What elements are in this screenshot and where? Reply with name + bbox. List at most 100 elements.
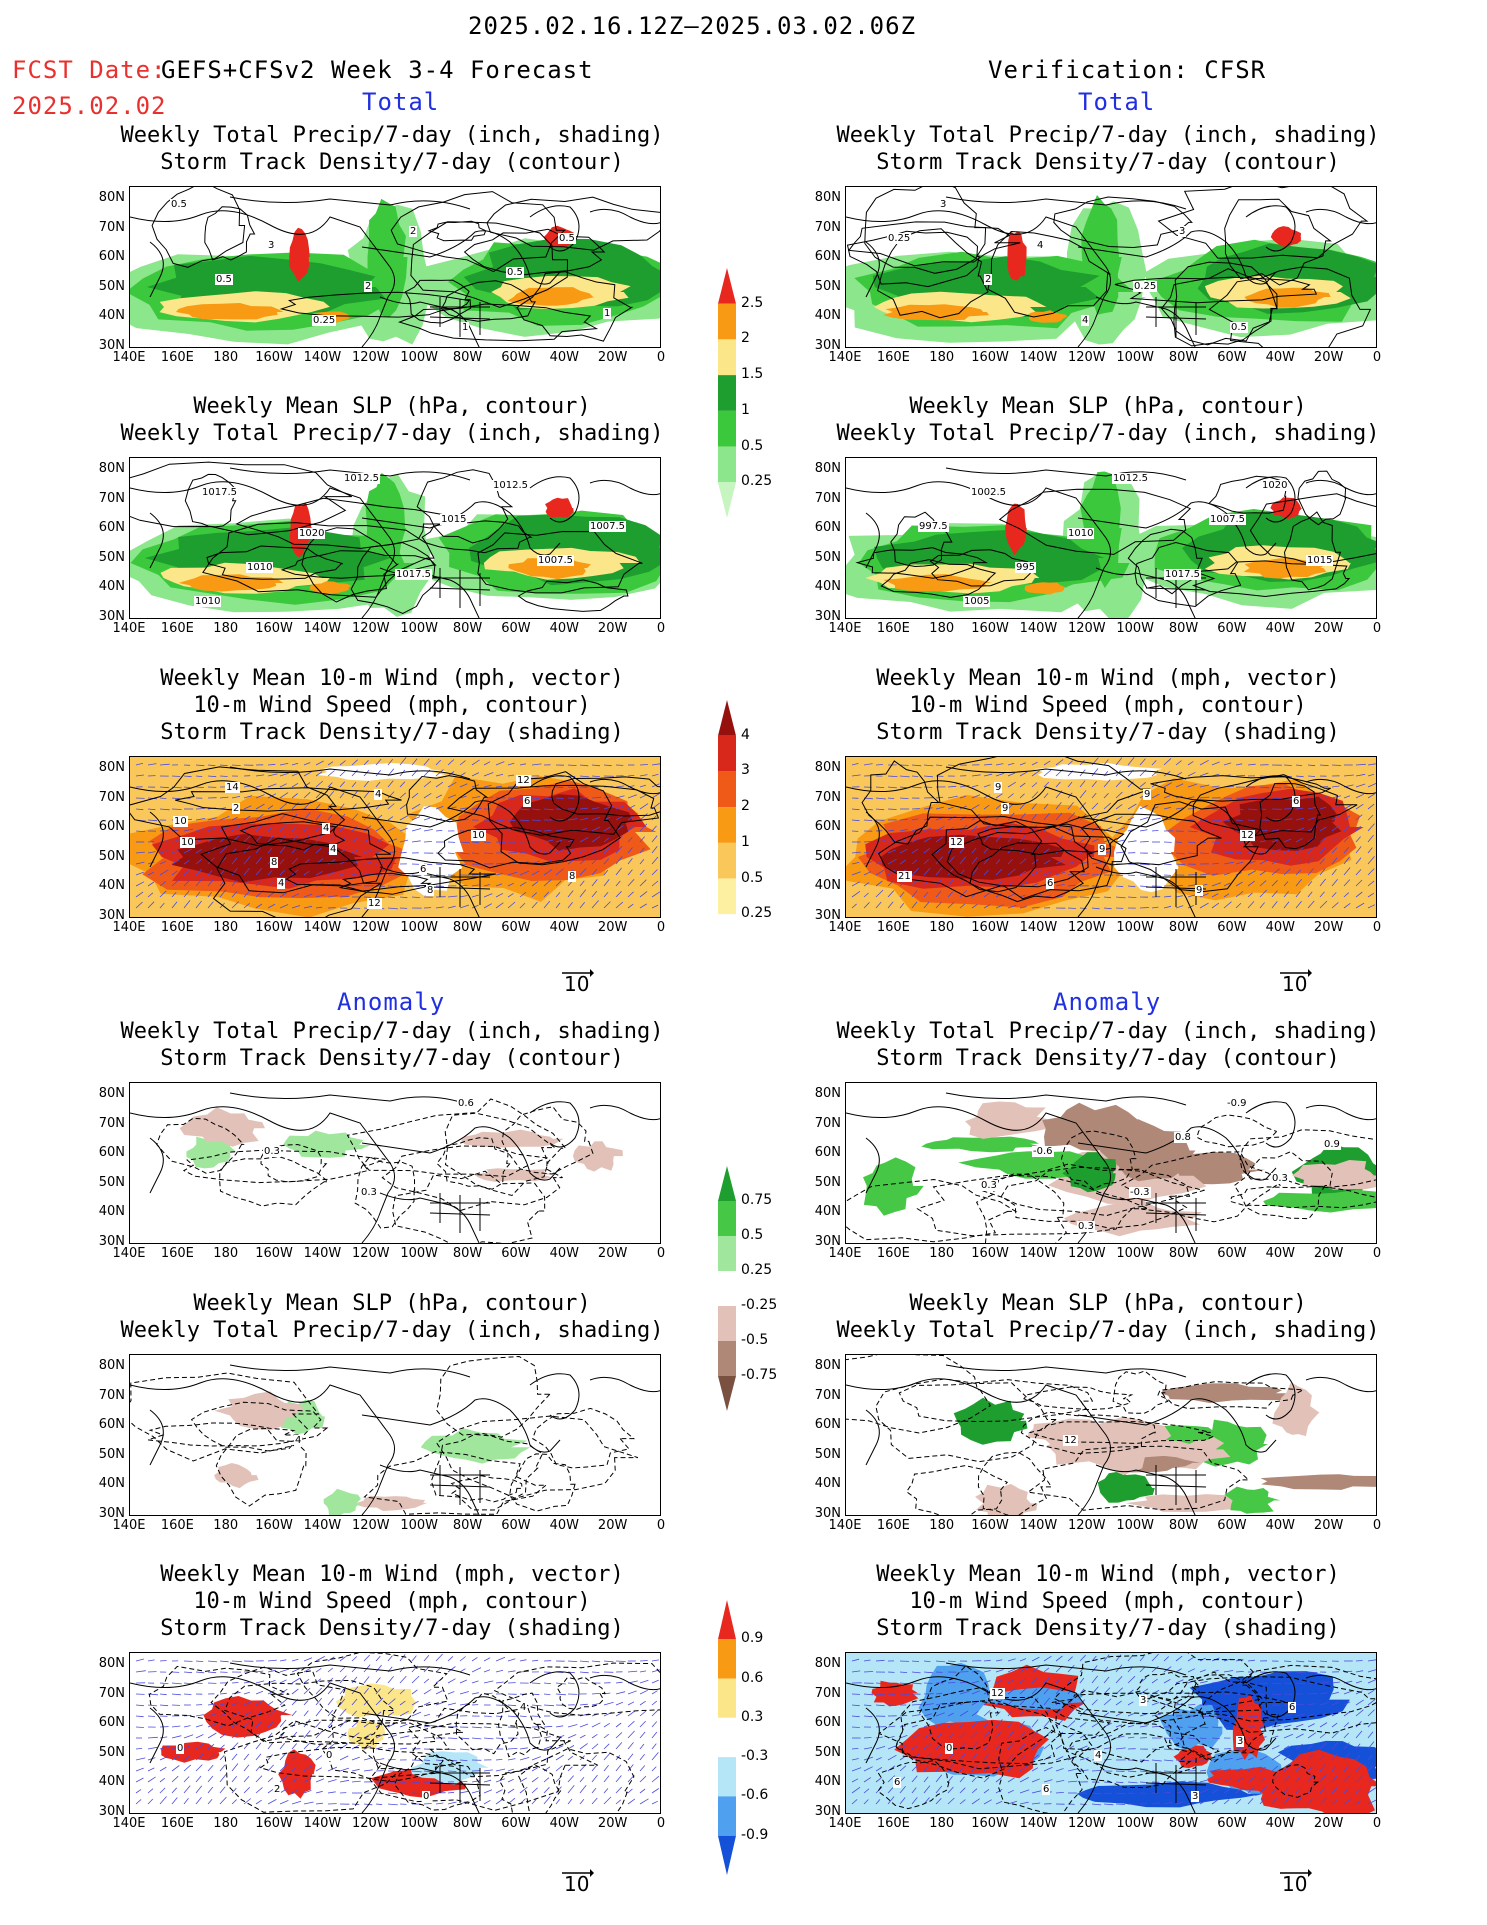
longitude-label: 140E (828, 1518, 862, 1533)
longitude-label: 120W (351, 1246, 390, 1261)
latitude-label: 40N (814, 1476, 841, 1491)
colorbar-tick-label: 0.25 (741, 905, 773, 922)
colorbar-segment (718, 375, 736, 411)
colorbar-tick-label: 4 (741, 726, 750, 743)
longitude-label: 80W (452, 1246, 483, 1261)
longitude-label: 20W (597, 1518, 628, 1533)
longitude-label: 140E (828, 350, 862, 365)
longitude-label: 160E (876, 350, 910, 365)
longitude-label: 160E (876, 1518, 910, 1533)
panel-title-line: Weekly Mean 10-m Wind (mph, vector) (876, 1562, 1340, 1587)
longitude-label: 140E (112, 350, 146, 365)
colorbar-segment (718, 842, 736, 879)
contour-label: 1015 (440, 514, 468, 525)
section-total-right: Total (1078, 88, 1156, 116)
longitude-label: 0 (1372, 1246, 1382, 1261)
section-anomaly-right: Anomaly (1053, 988, 1162, 1016)
latitude-label: 50N (98, 549, 125, 565)
anomaly-map-wind_storm-forecast: 0 0 4 0 2 (129, 1652, 661, 1814)
contour-label: 1020 (1261, 480, 1289, 491)
longitude-label: 60W (501, 1246, 531, 1261)
contour-label: 1002.5 (970, 487, 1007, 498)
colorbar-storm-anom (718, 1600, 736, 1875)
contour-label: 12 (516, 775, 531, 786)
longitude-label: 20W (1313, 1816, 1344, 1831)
longitude-label: 140W (303, 350, 342, 365)
contour-label: 6 (893, 1777, 902, 1788)
longitude-label: 180 (213, 1246, 239, 1261)
latitude-label: 30N (814, 907, 841, 923)
contour-label: 14 (225, 782, 240, 793)
longitude-label: 80W (1168, 1518, 1199, 1533)
longitude-label: 180 (213, 1816, 239, 1831)
contour-label: 3 (1191, 1791, 1200, 1802)
latitude-label: 60N (98, 520, 125, 535)
panel-title-line: Weekly Total Precip/7-day (inch, shading… (836, 1318, 1380, 1343)
contour-label: 1 (603, 308, 612, 319)
colorbar-segment (718, 1201, 736, 1236)
contour-label: 0.8 (1174, 1132, 1192, 1143)
longitude-label: 100W (400, 1518, 438, 1533)
latitude-label: 30N (814, 1803, 841, 1819)
latitude-label: 60N (98, 1417, 125, 1432)
longitude-label: 160E (160, 1816, 194, 1831)
contour-label: 2 (232, 803, 241, 814)
longitude-label: 0 (656, 621, 666, 636)
contour-label: 0.5 (558, 233, 576, 244)
fcst-date-label: FCST Date: (12, 56, 167, 84)
colorbar-segment (718, 1271, 736, 1306)
longitude-label: 80W (1168, 621, 1199, 636)
colorbar-segment (718, 1376, 736, 1411)
verification-label: Verification: CFSR (988, 56, 1267, 84)
longitude-label: 20W (1313, 350, 1344, 365)
panel-title-line: 10-m Wind Speed (mph, contour) (909, 693, 1307, 718)
contour-label: 1012.5 (1112, 473, 1149, 484)
colorbar-tick-label: 0.25 (741, 473, 773, 490)
latitude-label: 30N (98, 907, 125, 923)
colorbar-segment (718, 1678, 736, 1718)
longitude-label: 100W (400, 920, 438, 935)
latitude-label: 70N (814, 1685, 841, 1701)
colorbar-storm-total (718, 700, 736, 950)
longitude-label: 180 (929, 1518, 955, 1533)
latitude-label: 60N (98, 819, 125, 834)
latitude-label: 60N (98, 1145, 125, 1160)
contour-label: 0 (422, 1791, 431, 1802)
contour-label: -0.6 (1032, 1146, 1054, 1157)
longitude-label: 80W (452, 350, 483, 365)
contour-label: 12 (990, 1688, 1005, 1699)
colorbar-tick-label: 2 (741, 330, 750, 347)
longitude-label: 40W (549, 1246, 579, 1261)
contour-label: 2 (273, 1784, 282, 1795)
panel-title-line: 10-m Wind Speed (mph, contour) (909, 1589, 1307, 1614)
contour-label: 10 (471, 830, 486, 841)
contour-label: 21 (897, 871, 912, 882)
longitude-label: 120W (351, 1518, 390, 1533)
total-map-wind_storm-forecast: 2 4 8 6 10 4 4 10 8 14 4 6 12 10 8 12 (129, 756, 661, 918)
longitude-label: 160W (255, 920, 293, 935)
contour-label: 6 (523, 796, 532, 807)
longitude-label: 100W (1116, 350, 1154, 365)
longitude-label: 80W (452, 1816, 483, 1831)
panel-title-line: Storm Track Density/7-day (shading) (876, 720, 1340, 745)
latitude-label: 50N (98, 1744, 125, 1760)
longitude-label: 120W (1067, 350, 1106, 365)
longitude-label: 160E (876, 1816, 910, 1831)
longitude-label: 160W (971, 621, 1009, 636)
contour-label: 6 (419, 864, 428, 875)
longitude-label: 60W (501, 920, 531, 935)
longitude-label: 140E (112, 920, 146, 935)
longitude-label: 160W (971, 1518, 1009, 1533)
longitude-label: 60W (1217, 920, 1247, 935)
contour-label: -0.9 (1226, 1098, 1248, 1109)
total-map-precip_storm-forecast: 0.5 3 2 1 0.5 0.5 0.25 2 0.5 1 (129, 186, 661, 348)
contour-label: 9 (994, 782, 1003, 793)
contour-label: 1017.5 (395, 569, 432, 580)
latitude-label: 70N (814, 789, 841, 805)
section-anomaly-left: Anomaly (337, 988, 446, 1016)
longitude-label: 120W (351, 621, 390, 636)
contour-label: 9 (1001, 803, 1010, 814)
contour-label: 4 (277, 878, 286, 889)
contour-label: 1017.5 (1164, 569, 1201, 580)
latitude-label: 60N (814, 520, 841, 535)
